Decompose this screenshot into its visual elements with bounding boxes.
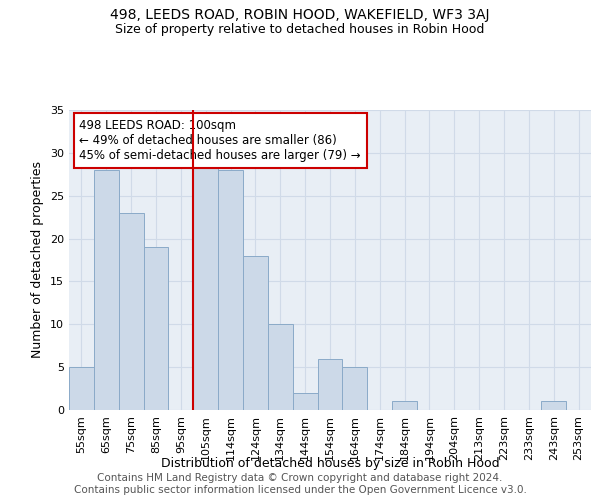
Bar: [317, 358, 343, 410]
Bar: [119, 213, 143, 410]
Bar: [69, 367, 94, 410]
Text: 498, LEEDS ROAD, ROBIN HOOD, WAKEFIELD, WF3 3AJ: 498, LEEDS ROAD, ROBIN HOOD, WAKEFIELD, …: [110, 8, 490, 22]
Bar: [243, 256, 268, 410]
Bar: [293, 393, 317, 410]
Bar: [218, 170, 243, 410]
Y-axis label: Number of detached properties: Number of detached properties: [31, 162, 44, 358]
Bar: [94, 170, 119, 410]
Bar: [541, 402, 566, 410]
Text: 498 LEEDS ROAD: 100sqm
← 49% of detached houses are smaller (86)
45% of semi-det: 498 LEEDS ROAD: 100sqm ← 49% of detached…: [79, 119, 361, 162]
Text: Size of property relative to detached houses in Robin Hood: Size of property relative to detached ho…: [115, 22, 485, 36]
Text: Contains HM Land Registry data © Crown copyright and database right 2024.
Contai: Contains HM Land Registry data © Crown c…: [74, 474, 526, 495]
Bar: [392, 402, 417, 410]
Bar: [143, 247, 169, 410]
Text: Distribution of detached houses by size in Robin Hood: Distribution of detached houses by size …: [161, 458, 499, 470]
Bar: [193, 162, 218, 410]
Bar: [268, 324, 293, 410]
Bar: [343, 367, 367, 410]
